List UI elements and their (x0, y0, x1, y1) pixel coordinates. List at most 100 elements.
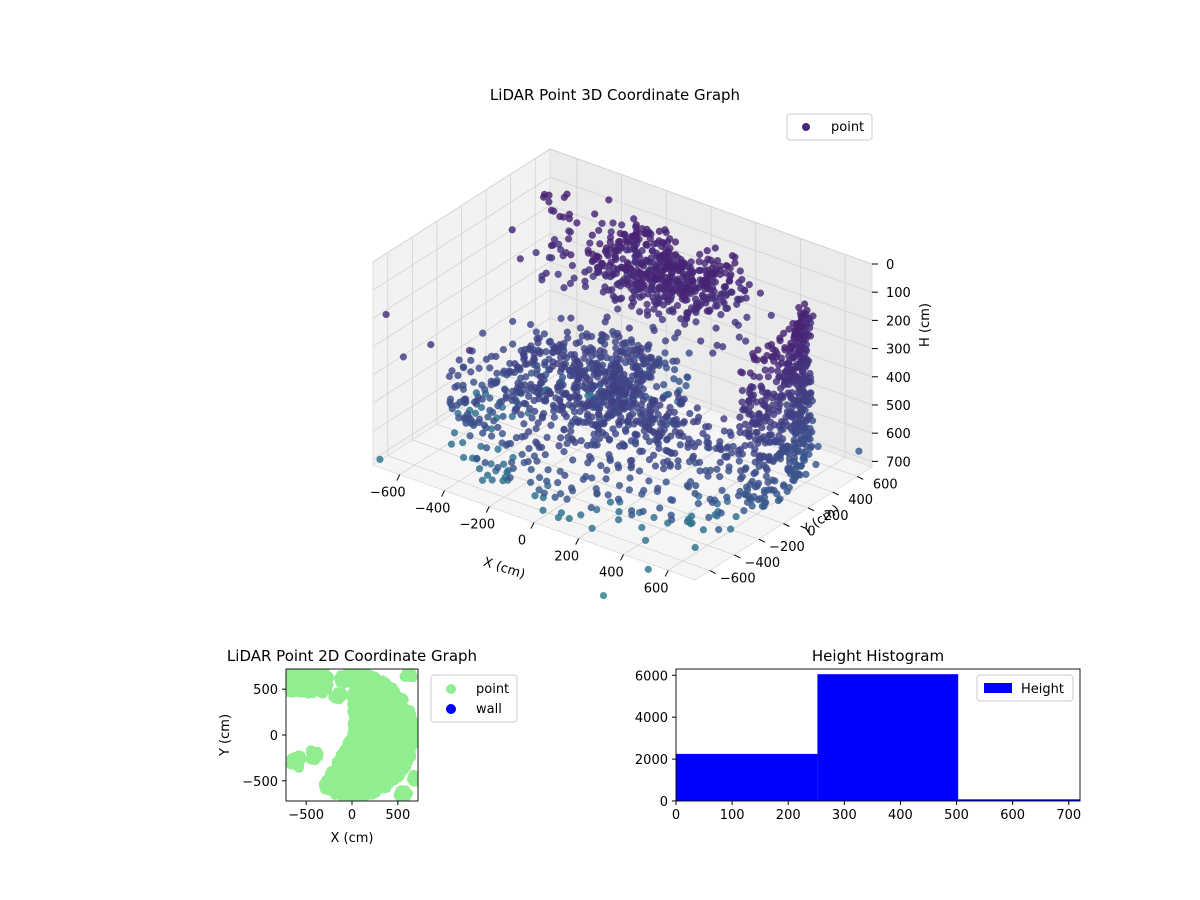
chart-3d-point (667, 432, 675, 440)
chart-2d-point (397, 693, 408, 704)
chart-3d-point (717, 311, 725, 319)
chart-3d-point (612, 350, 620, 358)
chart-3d-gridline-y (411, 236, 735, 556)
chart-3d-x-tick (664, 570, 669, 577)
chart-3d-point (692, 482, 700, 490)
chart-3d-point (588, 359, 596, 367)
chart-3d-point (502, 394, 510, 402)
chart-3d-point (676, 429, 684, 437)
chart-3d-point (536, 473, 544, 482)
chart-3d-point (567, 427, 575, 435)
chart-2d-point (366, 764, 377, 775)
chart-3d-point (470, 421, 478, 429)
chart-3d-point (736, 267, 744, 275)
chart-2d-point (287, 672, 298, 683)
chart-2d-point (322, 778, 333, 789)
chart-3d-point (626, 474, 634, 482)
chart-3d-point (576, 370, 584, 379)
chart-2d-legend-label-point: point (476, 682, 509, 697)
chart-3d-point (602, 475, 610, 483)
chart-3d-point (666, 273, 674, 281)
histogram-x-tick-label: 0 (672, 808, 680, 823)
chart-3d-point (722, 304, 730, 312)
chart-3d-point (601, 377, 609, 385)
chart-3d-point (803, 356, 811, 364)
chart-2d-point (286, 669, 297, 675)
chart-3d-point (641, 229, 650, 237)
chart-3d-point (602, 272, 610, 280)
chart-3d-point (565, 514, 573, 523)
chart-3d-point (659, 239, 668, 247)
chart-3d-point (636, 308, 644, 316)
chart-2d-point (334, 694, 344, 705)
chart-3d-z-axis-label: H (cm) (918, 303, 933, 347)
chart-3d-point (524, 458, 532, 466)
chart-3d-point (640, 486, 648, 495)
chart-3d-y-tick-label: −200 (769, 540, 805, 555)
chart-3d-point (704, 472, 712, 480)
chart-3d-point (553, 383, 562, 391)
chart-3d-point (459, 439, 467, 447)
chart-3d-point (633, 431, 641, 439)
chart-3d-point (638, 523, 646, 532)
chart-3d-point (475, 364, 483, 372)
chart-3d-point (660, 381, 668, 389)
chart-3d-point (635, 467, 644, 475)
chart-3d-point (762, 472, 770, 480)
chart-3d-point (687, 520, 695, 528)
chart-2d-point (407, 731, 418, 742)
chart-3d-point (687, 258, 695, 266)
chart-3d-point (567, 251, 575, 259)
chart-3d-point (783, 487, 791, 495)
chart-3d-title: LiDAR Point 3D Coordinate Graph (490, 86, 740, 104)
chart-3d-point (640, 284, 648, 292)
chart-3d-x-tick-label: 0 (518, 534, 526, 549)
chart-3d-point (650, 326, 658, 335)
chart-3d-point (566, 228, 574, 236)
chart-3d-point (570, 274, 578, 282)
chart-2d-title: LiDAR Point 2D Coordinate Graph (227, 647, 477, 665)
chart-3d-gridline-h (372, 204, 873, 321)
chart-3d-point (791, 426, 799, 434)
histogram-x-tick-label: 600 (1000, 808, 1025, 823)
chart-2d-points (286, 669, 418, 801)
chart-3d-x-tick (575, 538, 580, 545)
chart-3d-point (764, 478, 772, 486)
chart-3d-y-tick (758, 538, 766, 543)
chart-3d-point (556, 212, 564, 221)
chart-3d-point (489, 408, 497, 416)
chart-3d-point (691, 543, 699, 552)
chart-3d-point (615, 508, 623, 516)
chart-3d-gridline-y (461, 205, 784, 524)
chart-3d-point (549, 401, 557, 409)
chart-3d-point (562, 389, 570, 397)
chart-3d-point (541, 451, 549, 459)
chart-3d-point (478, 395, 486, 403)
chart-3d-point (494, 463, 502, 472)
chart-3d-point (465, 346, 473, 354)
chart-3d-point (758, 502, 766, 510)
chart-3d-point (683, 373, 691, 381)
chart-3d-point (792, 417, 800, 425)
chart-3d-point (605, 196, 613, 204)
chart-2d-point (401, 671, 412, 682)
chart-3d-point (592, 485, 600, 493)
chart-3d-point (447, 440, 456, 448)
chart-3d-point (668, 305, 676, 314)
chart-2d-point (291, 756, 302, 767)
chart-3d-point (558, 364, 566, 372)
chart-3d-point (646, 402, 654, 410)
chart-3d-point (644, 270, 652, 278)
chart-2d-point (392, 734, 403, 745)
chart-3d-point (556, 467, 564, 475)
chart-3d-point (560, 448, 568, 456)
chart-3d-point (475, 415, 484, 423)
chart-2d: LiDAR Point 2D Coordinate Graph −500 0 500… (218, 647, 518, 846)
chart-3d-point (645, 456, 653, 464)
chart-3d-gridline-x (667, 254, 846, 571)
chart-2d-point (381, 748, 392, 758)
chart-3d-point (533, 389, 541, 397)
chart-3d-point (643, 241, 651, 249)
chart-3d-point (745, 281, 753, 289)
chart-3d-point (525, 444, 533, 453)
